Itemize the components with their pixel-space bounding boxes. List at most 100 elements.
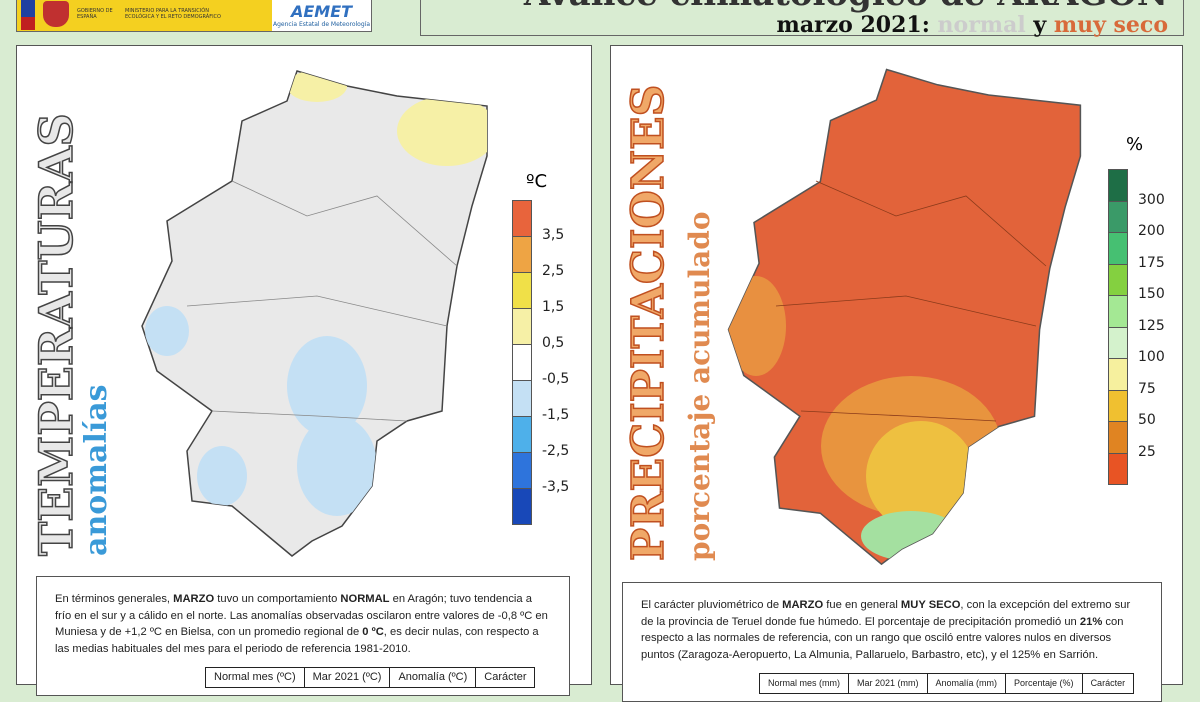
summary-text-part: , con la excepción del extremo sur de la… <box>641 599 1131 628</box>
page-title: Avance climatológico de ARAGÓN marzo 202… <box>524 0 1168 38</box>
subtitle-date: marzo 2021: <box>776 12 930 38</box>
table-header: Mar 2021 (ºC) <box>303 667 391 688</box>
agency-label: Agencia Estatal de Meteorología <box>273 21 370 28</box>
legend-swatch <box>1108 389 1128 421</box>
table-header: Anomalía (ºC) <box>389 667 477 688</box>
legend-label: 0,5 <box>542 335 565 351</box>
legend-label: -2,5 <box>542 443 570 459</box>
legend-label: 25 <box>1138 443 1156 460</box>
legend-unit: % <box>1126 134 1144 155</box>
legend-unit: ºC <box>526 171 548 192</box>
precipitation-table: Normal mes (mm) Mar 2021 (mm) Anomalía (mm… <box>759 673 1135 694</box>
flag-icon <box>21 0 35 30</box>
legend-label: 75 <box>1138 380 1156 397</box>
aemet-logo: AEMET Agencia Estatal de Meteorología <box>272 0 371 31</box>
table-header: Anomalía (mm) <box>926 673 1007 694</box>
legend-label: -1,5 <box>542 407 570 423</box>
precipitation-map <box>727 68 1082 565</box>
precip-zone-50 <box>728 276 786 376</box>
legend-swatch <box>1108 326 1128 358</box>
summary-text-part: en Aragón; tuvo tendencia a frío en el s… <box>55 593 548 638</box>
legend-swatch <box>512 236 532 272</box>
legend-swatch <box>512 200 532 236</box>
cold-anomaly-zone <box>197 446 247 506</box>
legend-swatch <box>1108 295 1128 327</box>
legend-swatch <box>1108 169 1128 201</box>
summary-text-part: fue en general <box>823 599 901 611</box>
summary-text-part: con respecto a las normales de referenci… <box>641 615 1124 661</box>
temperature-panel: TEMPERATURAS anomalías ºC 3,5 2,5 1,5 0,5 -0… <box>16 45 592 685</box>
table-header: Normal mes (mm) <box>759 673 849 694</box>
region-borders <box>775 180 1047 422</box>
subtitle-normal: normal <box>937 12 1026 38</box>
summary-text-part: NORMAL <box>340 593 390 605</box>
legend-swatch <box>1108 232 1128 264</box>
warm-anomaly-zone <box>397 96 487 166</box>
legend-label: 300 <box>1138 191 1165 208</box>
legend-label: 150 <box>1138 286 1165 302</box>
legend-swatch <box>512 344 532 380</box>
legend-swatch <box>1108 200 1128 232</box>
table-header: Carácter <box>475 667 536 688</box>
legend-label: -0,5 <box>542 371 570 387</box>
region-borders <box>186 180 458 422</box>
summary-text-part: MARZO <box>173 593 215 605</box>
table-header: Carácter <box>1081 673 1135 694</box>
summary-text-part: En términos generales, <box>55 593 174 605</box>
precipitation-panel: PRECIPITACIONES porcentaje acumulado % 3… <box>610 45 1183 685</box>
cold-anomaly-zone <box>145 306 189 356</box>
legend-label: 50 <box>1138 412 1156 428</box>
legend-label: 125 <box>1138 317 1165 334</box>
ministry-label: MINISTERIO PARA LA TRANSICIÓN ECOLÓGICA … <box>125 8 221 20</box>
subtitle: marzo 2021: normal y muy seco <box>524 12 1168 38</box>
summary-text-part: 0 ºC <box>362 626 384 638</box>
summary-text-part: 21% <box>1079 615 1103 628</box>
temperature-summary: En términos generales, MARZO tuvo un com… <box>36 576 570 696</box>
legend-swatch <box>1108 358 1128 390</box>
legend-label: 100 <box>1138 349 1165 365</box>
subtitle-seco: muy seco <box>1053 12 1168 38</box>
precipitation-summary: El carácter pluviométrico de MARZO fue e… <box>622 582 1162 702</box>
legend-label: 3,5 <box>542 227 565 243</box>
legend-label: -3,5 <box>542 479 570 495</box>
temperature-legend: ºC 3,5 2,5 1,5 0,5 -0,5 -1,5 -2,5 -3,5 <box>512 171 582 525</box>
cold-anomaly-zone <box>297 416 377 516</box>
table-header: Mar 2021 (mm) <box>848 673 928 694</box>
temperature-map <box>141 70 488 557</box>
coat-of-arms-icon <box>43 1 69 27</box>
title: Avance climatológico de ARAGÓN <box>524 0 1168 12</box>
legend-swatch <box>1108 263 1128 295</box>
legend-label: 1,5 <box>542 299 565 315</box>
title-box <box>420 0 1184 36</box>
table-header: Porcentaje (%) <box>1005 673 1083 694</box>
legend-swatch <box>512 380 532 416</box>
legend-swatch <box>512 416 532 452</box>
temperature-table: Normal mes (ºC) Mar 2021 (ºC) Anomalía (ºC… <box>205 667 536 688</box>
precip-zone-75 <box>866 421 976 531</box>
summary-text-part: MARZO <box>782 599 824 611</box>
summary-text-part: MUY SECO <box>900 599 961 611</box>
precip-zone-125 <box>861 511 961 561</box>
summary-text-part: El carácter pluviométrico de <box>641 599 783 611</box>
precipitation-summary-text: El carácter pluviométrico de MARZO fue e… <box>641 597 1143 663</box>
summary-text-part: tuvo un comportamiento <box>214 593 341 605</box>
table-header: Normal mes (ºC) <box>205 667 305 688</box>
subtitle-y: y <box>1033 12 1047 38</box>
legend-label: 2,5 <box>542 263 565 279</box>
legend-label: 200 <box>1138 223 1165 239</box>
cold-anomaly-zone <box>287 336 367 436</box>
precipitation-legend: % 300 200 175 150 125 100 75 50 25 <box>1108 134 1178 485</box>
legend-swatch <box>1108 421 1128 453</box>
temperature-summary-text: En términos generales, MARZO tuvo un com… <box>55 591 551 657</box>
government-logo: GOBIERNO DE ESPAÑA MINISTERIO PARA LA TR… <box>17 0 272 31</box>
legend-swatch <box>512 308 532 344</box>
legend-swatch <box>512 488 532 524</box>
legend-label: 175 <box>1138 254 1165 271</box>
warm-anomaly-zone <box>287 71 347 102</box>
legend-swatch <box>1108 452 1128 484</box>
legend-swatch <box>512 272 532 308</box>
legend-swatch <box>512 452 532 488</box>
aemet-wordmark: AEMET <box>290 2 353 21</box>
summary-text-part: , es decir nulas, con respecto a las med… <box>55 626 539 655</box>
logo-header: GOBIERNO DE ESPAÑA MINISTERIO PARA LA TR… <box>16 0 372 32</box>
